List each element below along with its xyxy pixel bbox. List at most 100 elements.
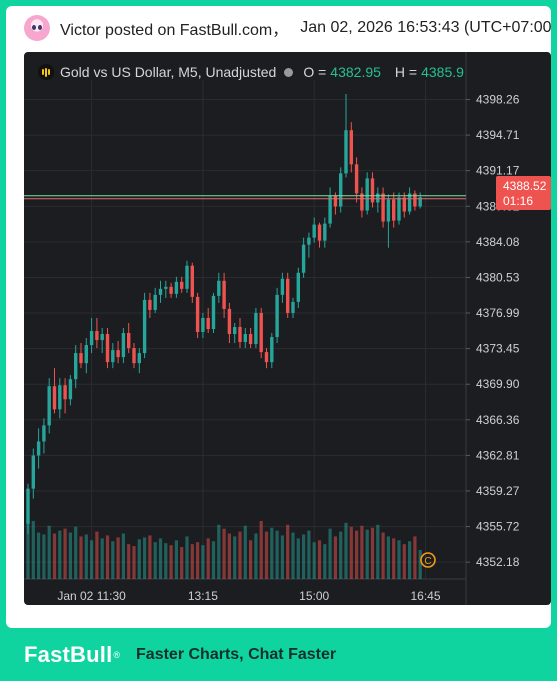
volume-bar — [222, 528, 226, 579]
candles — [26, 94, 422, 534]
brand-logo[interactable]: FastBull — [24, 641, 113, 667]
volume-bar — [180, 547, 184, 579]
last-price-value: 4388.52 — [503, 179, 547, 193]
y-tick-label: 4373.45 — [476, 342, 520, 356]
svg-text:C: C — [424, 556, 431, 567]
candle-body — [386, 199, 391, 222]
candle-body — [195, 296, 200, 333]
volume-bar — [254, 533, 258, 579]
volume-bar — [116, 537, 120, 579]
candle-body — [148, 299, 152, 310]
volume-bar — [217, 524, 221, 579]
chart-panel[interactable]: Gold vs US Dollar, M5, Unadjusted O = 43… — [24, 52, 551, 605]
volume-bar — [137, 539, 141, 579]
candle-body — [121, 333, 126, 358]
candle-body — [370, 178, 375, 203]
volume-bar — [312, 542, 316, 579]
y-tick-label: 4398.26 — [476, 92, 520, 106]
candle-body — [248, 334, 253, 345]
candle-body — [116, 350, 120, 358]
candle-body — [349, 130, 353, 165]
volume-bar — [291, 532, 295, 579]
volume-bar — [164, 543, 168, 579]
candle-body — [174, 281, 179, 294]
volume-bar — [418, 549, 422, 579]
volume-bar — [196, 542, 200, 579]
candle-body — [180, 281, 184, 289]
candle-body — [105, 334, 110, 363]
candle-body — [264, 352, 269, 363]
volume-bar — [42, 534, 46, 579]
volume-bar — [243, 525, 247, 579]
volume-bar — [206, 538, 210, 579]
volume-bar — [355, 530, 359, 579]
candle-body — [418, 197, 422, 207]
volume-bar — [121, 533, 125, 579]
candle-body — [42, 425, 46, 442]
candle-body — [307, 237, 311, 245]
volume-bar — [158, 538, 163, 579]
candle-body — [52, 386, 57, 410]
volume-bar — [296, 538, 300, 579]
candle-body — [402, 197, 406, 212]
footer: FastBull ® Faster Charts, Chat Faster — [0, 628, 557, 681]
candle-body — [211, 295, 216, 329]
candle-body — [190, 265, 194, 297]
volume-bar — [58, 530, 62, 579]
volume-bar — [270, 527, 274, 579]
y-tick-label: 4362.81 — [476, 448, 520, 462]
candle-body — [286, 278, 290, 313]
y-tick-label: 4394.71 — [476, 128, 520, 142]
y-tick-label: 4376.99 — [476, 306, 520, 320]
candle-body — [31, 455, 35, 489]
volume-bar — [52, 533, 57, 579]
candle-body — [339, 173, 343, 207]
candle-body — [127, 333, 131, 349]
volume-bar — [264, 531, 269, 579]
candle-body — [58, 385, 62, 410]
candle-body — [111, 350, 115, 363]
candlestick-chart[interactable]: 4398.264394.714391.174387.624384.084380.… — [24, 52, 551, 605]
candle-body — [201, 317, 205, 333]
candle-body — [397, 197, 401, 221]
candle-body — [280, 278, 285, 295]
candle-body — [360, 193, 364, 211]
volume-bar — [143, 537, 147, 579]
volume-bar — [127, 544, 131, 579]
avatar[interactable] — [24, 15, 50, 41]
volume-bar — [26, 519, 30, 579]
post-header: Victor posted on FastBull.com， Jan 02, 2… — [6, 6, 551, 50]
volume-bar — [402, 544, 406, 579]
candle-body — [26, 488, 30, 524]
volume-bar — [323, 544, 327, 579]
volume-bar — [174, 540, 178, 579]
high-value: 4385.9 — [421, 64, 464, 80]
candle-body — [243, 334, 247, 343]
volume-bar — [339, 531, 343, 579]
candle-body — [158, 288, 163, 295]
candle-body — [301, 244, 306, 273]
volume-bar — [275, 530, 279, 579]
high-label: H = — [394, 64, 418, 80]
candle-body — [328, 195, 332, 224]
candle-body — [270, 337, 274, 363]
candle-body — [132, 348, 136, 364]
volume-bar — [63, 528, 67, 579]
volume-bar — [31, 520, 35, 579]
post-card: Victor posted on FastBull.com， Jan 02, 2… — [6, 6, 551, 628]
candle-body — [185, 265, 189, 289]
volume-bar — [238, 531, 242, 579]
volume-bar — [392, 538, 396, 579]
candle-body — [164, 286, 168, 289]
candle-body — [169, 286, 173, 294]
volume-bar — [317, 540, 322, 579]
candle-body — [259, 312, 263, 353]
candle-body — [354, 164, 359, 194]
volume-bar — [413, 536, 417, 579]
volume-bar — [397, 540, 401, 579]
volume-bar — [68, 532, 72, 579]
symbol-line: Gold vs US Dollar, M5, Unadjusted — [60, 64, 277, 80]
volume-bar — [370, 527, 375, 579]
volume-bar — [153, 542, 157, 579]
candle-body — [206, 317, 210, 329]
